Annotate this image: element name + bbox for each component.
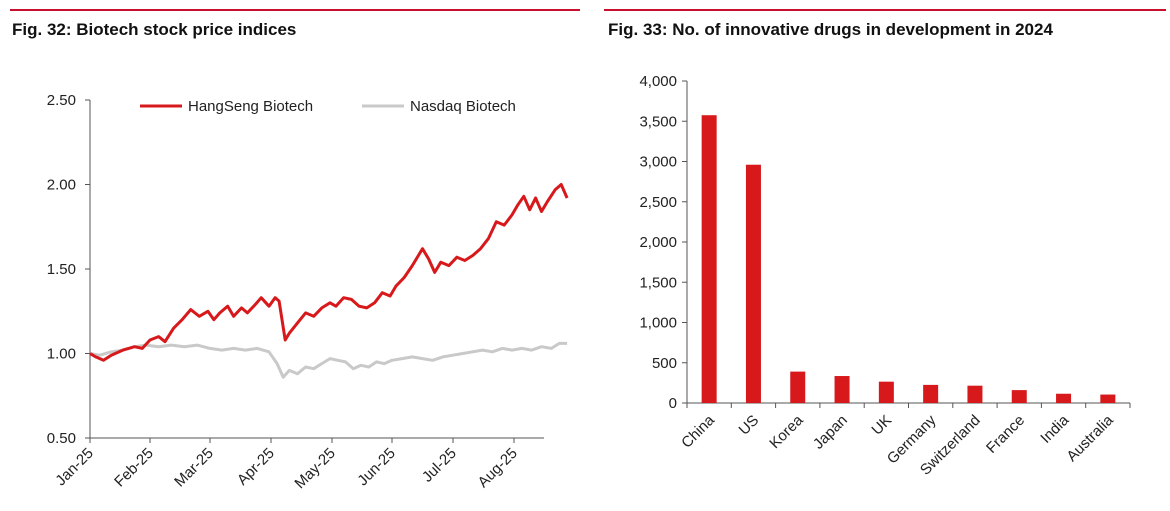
y-tick-label: 0	[669, 395, 677, 412]
y-tick-label: 2.00	[47, 177, 76, 194]
y-tick-label: 2.50	[47, 92, 76, 109]
legend-item-nasdaq-label: Nasdaq Biotech	[410, 98, 516, 115]
bar-chart-bars	[701, 115, 1116, 404]
line-chart-legend: HangSeng Biotech Nasdaq Biotech	[140, 98, 516, 115]
y-tick-label: 500	[652, 355, 677, 372]
fig33-title: Fig. 33: No. of innovative drugs in deve…	[608, 20, 1053, 39]
bar-australia	[1100, 394, 1116, 403]
bar-india	[1056, 393, 1072, 403]
x-tick-label: Korea	[766, 411, 807, 452]
bar-china	[701, 115, 717, 404]
bar-germany	[923, 384, 939, 403]
y-tick-label: 2,000	[639, 234, 677, 251]
y-tick-label: 1,500	[639, 274, 677, 291]
y-tick-label: 1.50	[47, 261, 76, 278]
x-tick-label: India	[1037, 411, 1072, 446]
x-tick-label: France	[983, 412, 1028, 457]
x-tick-label: Japan	[810, 412, 851, 453]
x-tick-label: Australia	[1063, 411, 1117, 465]
x-tick-label: China	[678, 411, 718, 451]
y-tick-label: 3,000	[639, 154, 677, 171]
top-rule-right	[604, 9, 1166, 11]
y-tick-label: 3,500	[639, 113, 677, 130]
line-chart-series	[89, 183, 569, 379]
y-tick-label: 4,000	[639, 73, 677, 90]
y-tick-label: 0.50	[47, 430, 76, 447]
bar-us	[745, 164, 761, 403]
bar-japan	[834, 376, 850, 403]
bar-korea	[790, 371, 806, 403]
legend-item-hangseng-label: HangSeng Biotech	[188, 98, 313, 115]
x-tick-label: UK	[868, 412, 895, 439]
x-tick-label: US	[736, 412, 763, 439]
y-tick-label: 1,000	[639, 315, 677, 332]
y-tick-label: 1.00	[47, 346, 76, 363]
bar-switzerland	[967, 385, 983, 403]
bar-uk	[878, 381, 894, 403]
series-line-nasdaq	[89, 341, 568, 379]
series-line-hangseng	[89, 183, 569, 362]
top-rule-left	[10, 9, 580, 11]
bar-france	[1011, 390, 1027, 403]
fig32-title: Fig. 32: Biotech stock price indices	[12, 20, 297, 39]
y-tick-label: 2,500	[639, 194, 677, 211]
